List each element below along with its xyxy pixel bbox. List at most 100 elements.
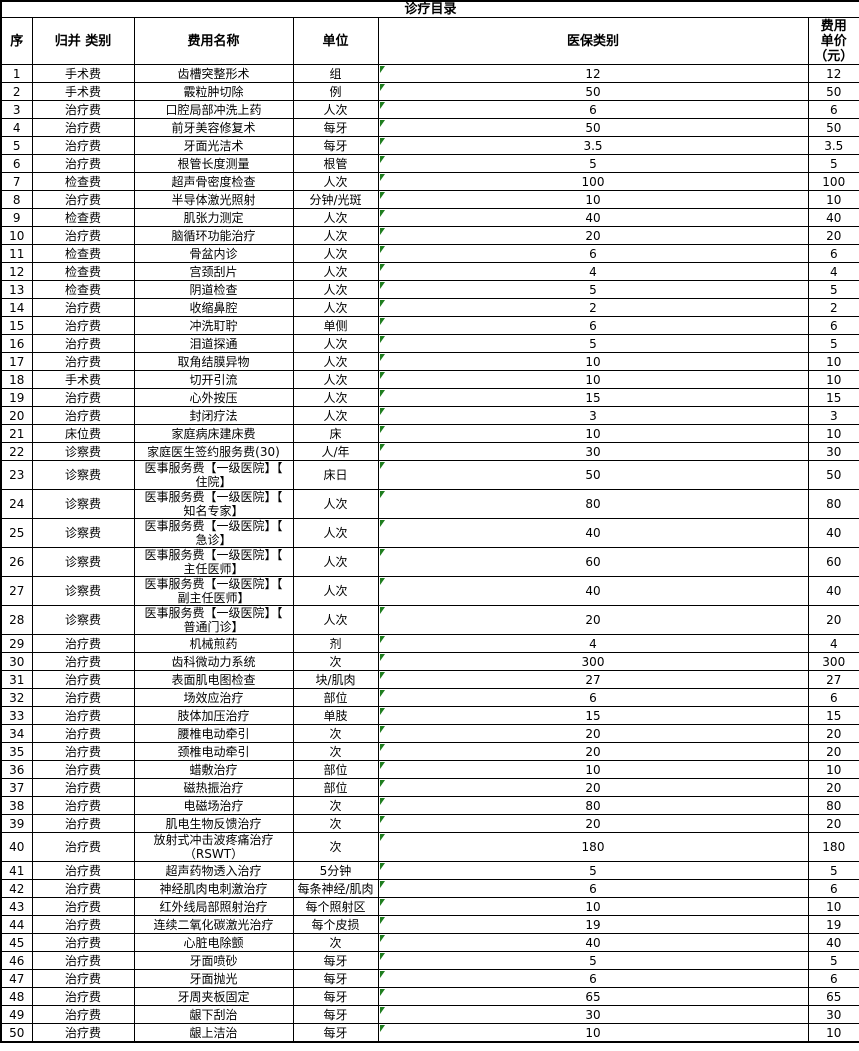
unit-price-cell: 10 <box>807 424 859 443</box>
unit-cell: 每牙 <box>292 987 379 1006</box>
table-row: 27 诊察费 医事服务费【一级医院】【 副主任医师】 人次 40 40 <box>0 576 859 606</box>
unit-cell: 部位 <box>292 688 379 707</box>
unit-cell: 次 <box>292 652 379 671</box>
seq-cell: 50 <box>0 1023 33 1043</box>
unit-cell: 次 <box>292 933 379 952</box>
table-row: 43 治疗费 红外线局部照射治疗 每个照射区 10 10 <box>0 897 859 916</box>
seq-cell: 24 <box>0 489 33 519</box>
unit-cell: 人次 <box>292 334 379 353</box>
green-triangle-icon <box>379 336 385 343</box>
fee-name-cell: 口腔局部冲洗上药 <box>133 100 294 119</box>
unit-cell: 次 <box>292 832 379 862</box>
unit-price-cell: 6 <box>807 100 859 119</box>
category-cell: 治疗费 <box>31 136 135 155</box>
unit-cell: 人次 <box>292 576 379 606</box>
insurance-value: 4 <box>589 636 597 651</box>
unit-cell: 次 <box>292 814 379 833</box>
unit-cell: 每个照射区 <box>292 897 379 916</box>
insurance-value: 5 <box>589 953 597 968</box>
insurance-value: 60 <box>585 555 601 569</box>
insurance-category-cell: 20 <box>377 814 809 833</box>
green-triangle-icon <box>379 66 385 73</box>
insurance-category-cell: 5 <box>377 951 809 970</box>
insurance-value: 65 <box>585 989 601 1004</box>
insurance-value: 10 <box>585 372 601 387</box>
seq-cell: 25 <box>0 518 33 548</box>
unit-price-cell: 20 <box>807 605 859 635</box>
table-row: 44 治疗费 连续二氧化碳激光治疗 每个皮损 19 19 <box>0 915 859 934</box>
green-triangle-icon <box>379 1007 385 1014</box>
green-triangle-icon <box>379 708 385 715</box>
table-row: 48 治疗费 牙周夹板固定 每牙 65 65 <box>0 987 859 1006</box>
fee-name-cell: 放射式冲击波疼痛治疗 （RSWT） <box>133 832 294 862</box>
fee-name-cell: 医事服务费【一级医院】【 普通门诊】 <box>133 605 294 635</box>
unit-price-cell: 30 <box>807 1005 859 1024</box>
table-row: 18 手术费 切开引流 人次 10 10 <box>0 370 859 389</box>
unit-price-cell: 5 <box>807 861 859 880</box>
unit-cell: 人次 <box>292 518 379 548</box>
green-triangle-icon <box>379 138 385 145</box>
category-cell: 治疗费 <box>31 760 135 779</box>
unit-cell: 人次 <box>292 280 379 299</box>
insurance-category-cell: 20 <box>377 778 809 797</box>
seq-cell: 40 <box>0 832 33 862</box>
unit-cell: 人次 <box>292 172 379 191</box>
fee-name-cell: 龈下刮治 <box>133 1005 294 1024</box>
unit-price-cell: 3.5 <box>807 136 859 155</box>
unit-cell: 每牙 <box>292 136 379 155</box>
insurance-value: 10 <box>585 762 601 777</box>
fee-name-cell: 家庭病床建床费 <box>133 424 294 443</box>
seq-cell: 29 <box>0 634 33 653</box>
seq-cell: 28 <box>0 605 33 635</box>
seq-cell: 4 <box>0 118 33 137</box>
green-triangle-icon <box>379 318 385 325</box>
fee-name-cell: 医事服务费【一级医院】【 主任医师】 <box>133 547 294 577</box>
unit-cell: 人次 <box>292 370 379 389</box>
insurance-value: 4 <box>589 264 597 279</box>
green-triangle-icon <box>379 654 385 661</box>
green-triangle-icon <box>379 372 385 379</box>
category-cell: 治疗费 <box>31 316 135 335</box>
category-cell: 诊察费 <box>31 442 135 461</box>
seq-cell: 15 <box>0 316 33 335</box>
unit-cell: 每条神经/肌肉 <box>292 879 379 898</box>
seq-cell: 23 <box>0 460 33 490</box>
table-row: 16 治疗费 泪道探通 人次 5 5 <box>0 334 859 353</box>
fee-name-cell: 冲洗耵聍 <box>133 316 294 335</box>
category-cell: 治疗费 <box>31 1005 135 1024</box>
unit-price-cell: 19 <box>807 915 859 934</box>
unit-cell: 次 <box>292 724 379 743</box>
fee-name-cell: 连续二氧化碳激光治疗 <box>133 915 294 934</box>
insurance-category-cell: 100 <box>377 172 809 191</box>
table-row: 49 治疗费 龈下刮治 每牙 30 30 <box>0 1005 859 1024</box>
unit-cell: 部位 <box>292 778 379 797</box>
table-row: 34 治疗费 腰椎电动牵引次 20 20 <box>0 724 859 743</box>
insurance-value: 20 <box>585 780 601 795</box>
category-cell: 检查费 <box>31 172 135 191</box>
seq-cell: 36 <box>0 760 33 779</box>
unit-cell: 根管 <box>292 154 379 173</box>
unit-price-cell: 20 <box>807 814 859 833</box>
category-cell: 治疗费 <box>31 742 135 761</box>
table-row: 28 诊察费 医事服务费【一级医院】【 普通门诊】 人次 20 20 <box>0 605 859 635</box>
insurance-value: 6 <box>589 971 597 986</box>
insurance-value: 40 <box>585 584 601 598</box>
table-row: 12 检查费 宫颈刮片 人次 4 4 <box>0 262 859 281</box>
insurance-category-cell: 40 <box>377 576 809 606</box>
seq-cell: 14 <box>0 298 33 317</box>
fee-name-cell: 霰粒肿切除 <box>133 82 294 101</box>
table-row: 33 治疗费 肢体加压治疗 单肢 15 15 <box>0 706 859 725</box>
column-header-unit: 单位 <box>292 17 379 65</box>
fee-name-cell: 阴道检查 <box>133 280 294 299</box>
category-cell: 检查费 <box>31 244 135 263</box>
seq-cell: 35 <box>0 742 33 761</box>
insurance-value: 6 <box>589 246 597 261</box>
category-cell: 治疗费 <box>31 915 135 934</box>
unit-cell: 床 <box>292 424 379 443</box>
table-row: 4 治疗费 前牙美容修复术 每牙 50 50 <box>0 118 859 137</box>
fee-name-cell: 蜡敷治疗 <box>133 760 294 779</box>
green-triangle-icon <box>379 491 385 498</box>
insurance-value: 300 <box>581 654 605 669</box>
insurance-category-cell: 20 <box>377 226 809 245</box>
category-cell: 治疗费 <box>31 406 135 425</box>
